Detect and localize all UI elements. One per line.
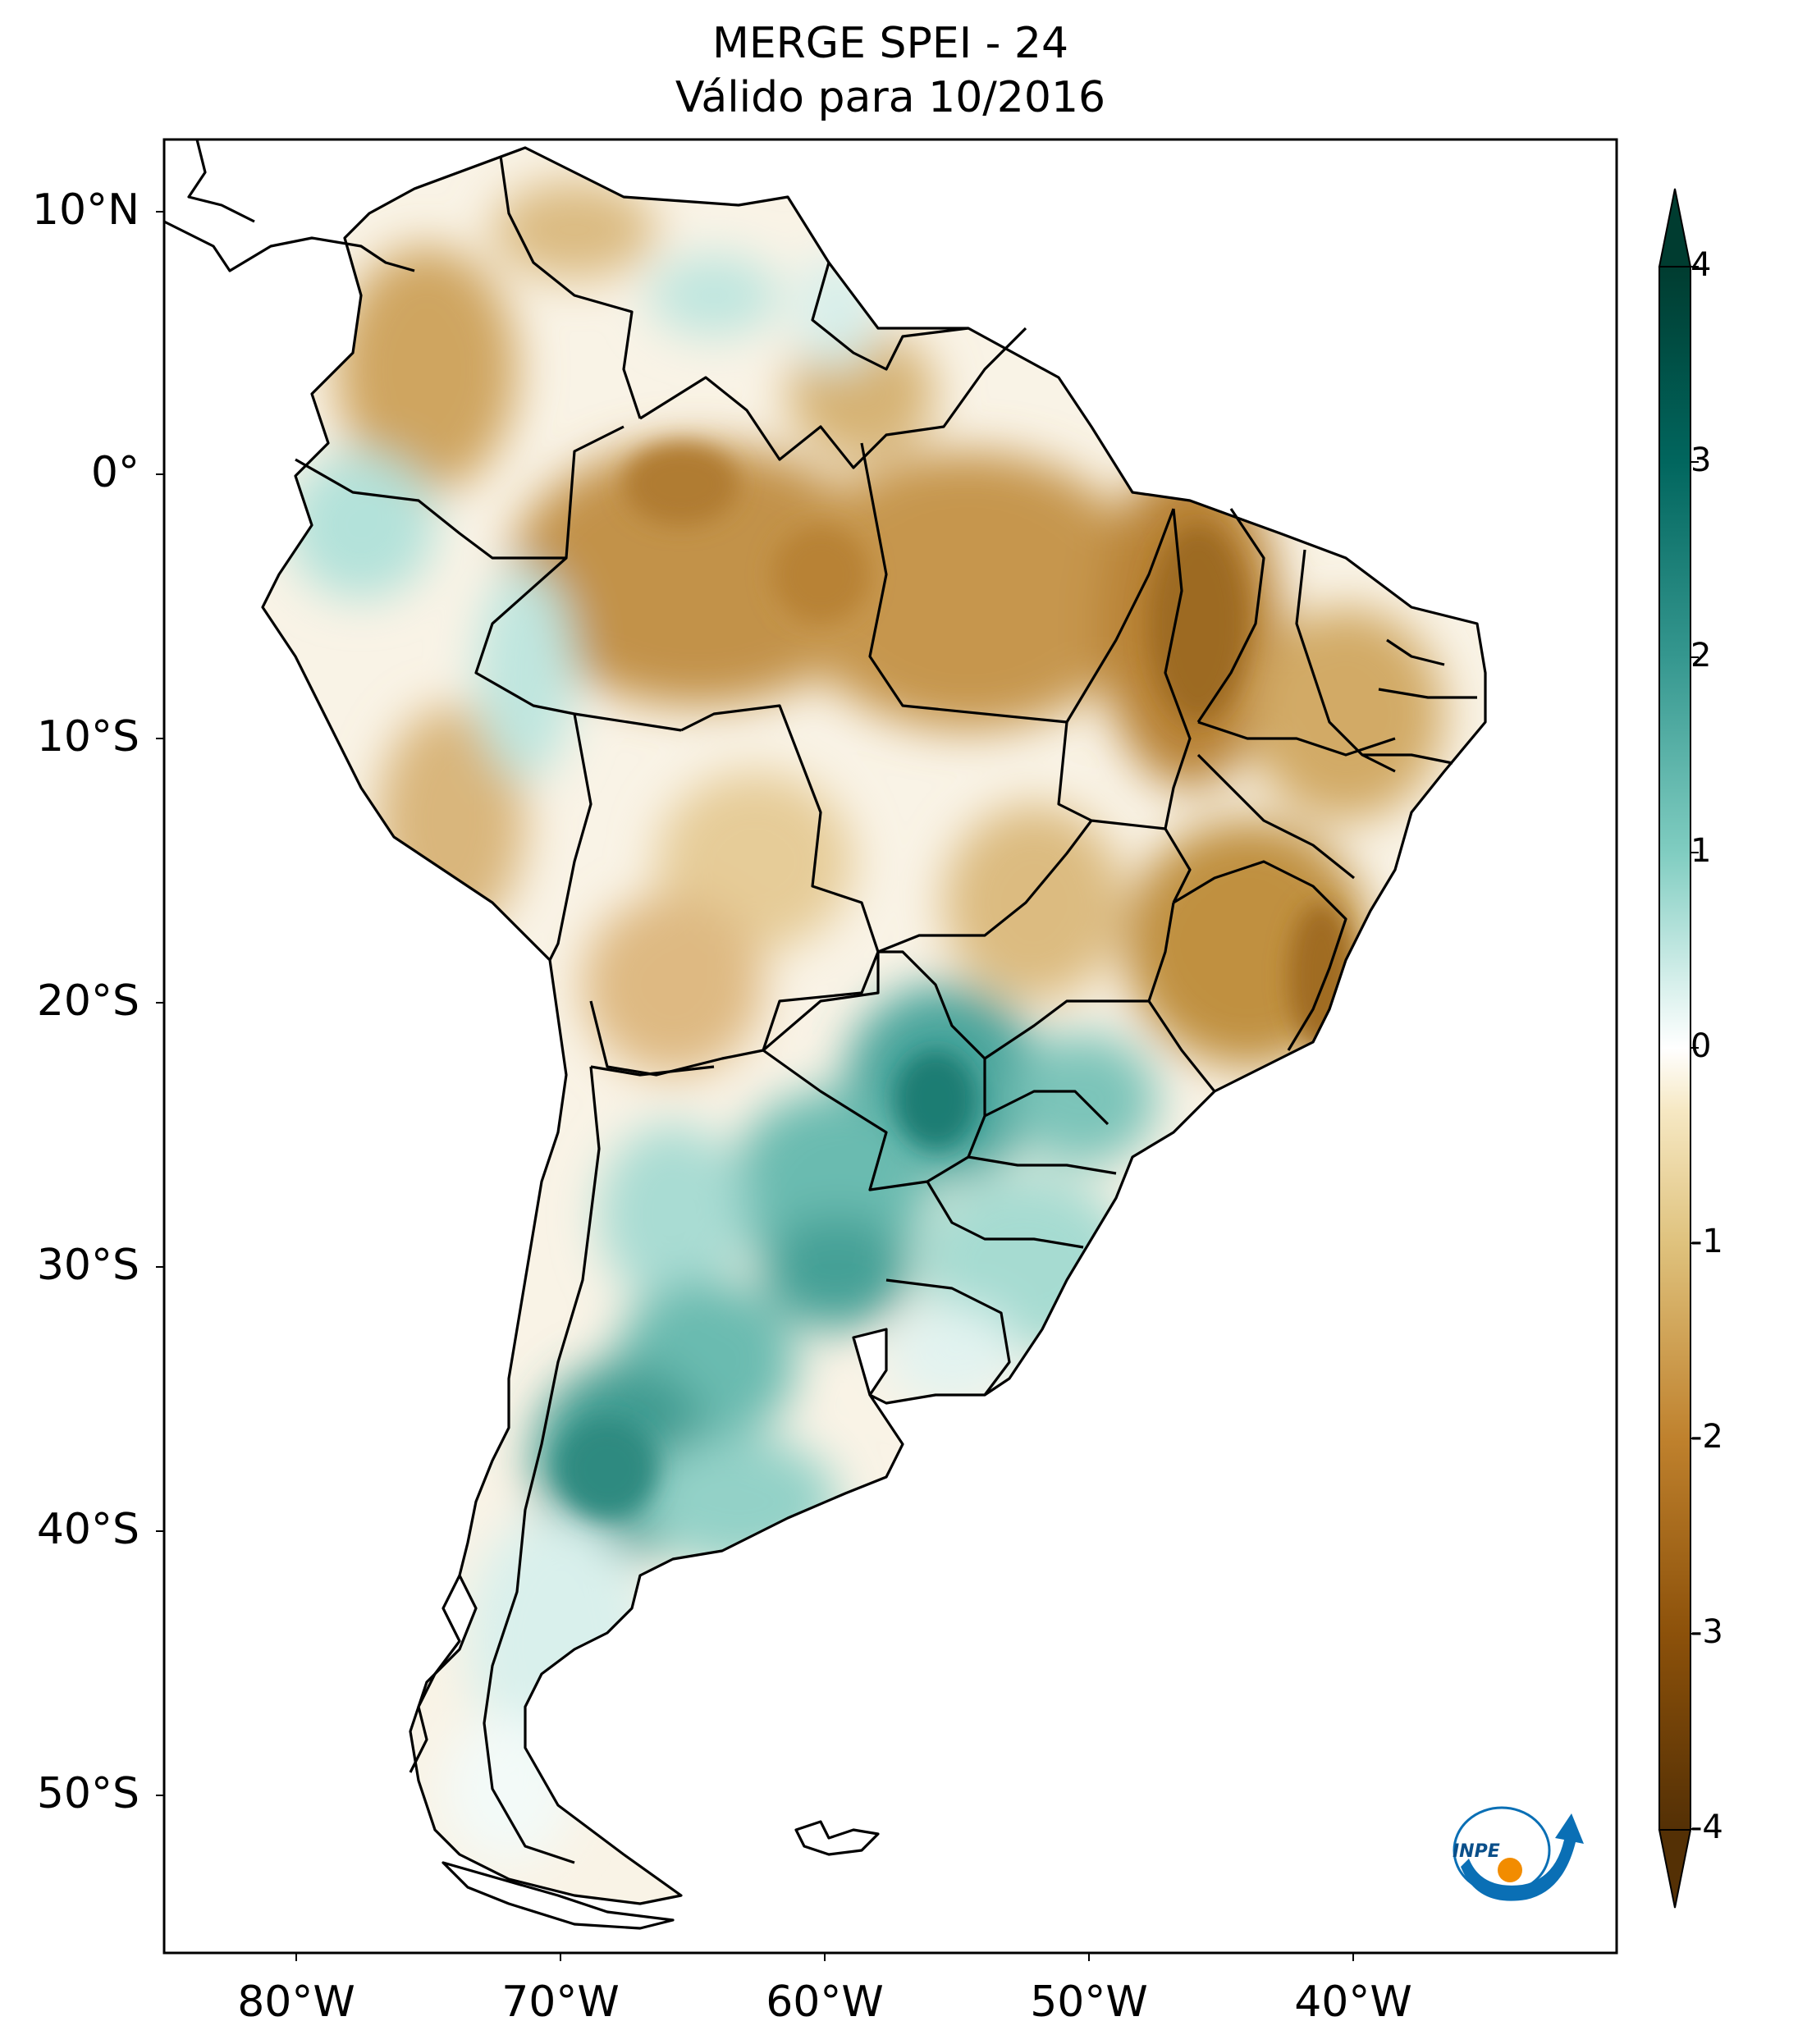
colorbar-tick-label: -2 — [1690, 1418, 1723, 1456]
inpe-logo-text: INPE — [1453, 1841, 1500, 1862]
lon-tick-label: 60°W — [766, 1978, 884, 2027]
colorbar-tick-label: -1 — [1690, 1223, 1723, 1260]
border-brazil-states-17 — [1386, 638, 1445, 666]
colorbar-tick-label: 4 — [1690, 246, 1712, 284]
border-brazil-states-6 — [1295, 549, 1396, 773]
border-chile-argentina — [483, 1066, 601, 1864]
lat-tick-label: 40°S — [36, 1505, 140, 1554]
border-brazil-states-14 — [968, 1155, 1117, 1175]
border-brazil-states-3 — [1057, 721, 1192, 903]
border-brazil-states-2 — [1065, 508, 1175, 723]
border-brazil-states-9 — [1173, 860, 1347, 1051]
border-colombia-venezuela — [499, 155, 642, 419]
colorbar-tick-label: -3 — [1690, 1613, 1723, 1651]
border-brazil-north — [639, 327, 1027, 469]
map-title-line2: Válido para 10/2016 — [675, 73, 1106, 122]
border-peru-brazil — [474, 556, 682, 732]
axis-ticks — [156, 211, 1354, 1961]
coastline — [261, 146, 1487, 1905]
border-brazil-states-7 — [1197, 720, 1396, 757]
border-guianas — [811, 262, 969, 371]
lon-tick-label: 70°W — [501, 1978, 620, 2027]
tierra-del-fuego — [441, 1861, 675, 1930]
border-brazil-states-10 — [877, 820, 1093, 953]
colorbar-body — [1658, 266, 1691, 1831]
border-uruguay — [885, 1278, 1011, 1396]
border-brazil-states-5 — [1196, 508, 1265, 723]
inpe-logo: INPE — [1453, 1806, 1584, 1901]
colorbar-tick-label: 3 — [1690, 441, 1712, 479]
lat-tick-label: 0° — [90, 448, 140, 497]
central-america-coast-2 — [187, 139, 255, 223]
colorbar-tick-label: 2 — [1690, 637, 1712, 674]
boundaries — [163, 139, 1487, 1930]
border-brazil-states-15 — [926, 1181, 1084, 1249]
border-brazil-states-18 — [1378, 688, 1477, 699]
colorbar — [1658, 188, 1699, 1909]
lon-tick-label: 40°W — [1294, 1978, 1412, 2027]
border-argentina-bolivia — [590, 1065, 715, 1077]
border-brazil-states-4 — [1164, 508, 1192, 830]
lat-tick-label: 30°S — [36, 1241, 140, 1290]
border-brazil-states-12 — [1147, 1000, 1216, 1092]
lon-tick-label: 80°W — [237, 1978, 355, 2027]
border-brazil-states-13 — [984, 1090, 1109, 1126]
colorbar-tick-label: -4 — [1690, 1809, 1723, 1846]
lat-tick-label: 10°N — [31, 185, 140, 235]
central-america-coast — [163, 220, 415, 272]
border-brazil-states-16 — [1362, 753, 1453, 765]
falkland-islands — [794, 1820, 880, 1856]
lat-tick-label: 10°S — [36, 712, 140, 761]
border-peru-bolivia-chile — [548, 713, 592, 961]
chile-islands — [409, 1575, 461, 1773]
border-brazil-states-11 — [984, 902, 1175, 1060]
lat-tick-label: 20°S — [36, 976, 140, 1026]
lon-tick-label: 50°W — [1030, 1978, 1148, 2027]
colorbar-tick-label: 0 — [1690, 1027, 1712, 1065]
border-brazil-states-1 — [860, 442, 1068, 724]
border-brazil-states-8 — [1196, 753, 1355, 880]
map-title-line1: MERGE SPEI - 24 — [711, 19, 1069, 68]
colorbar-tick-label: 1 — [1690, 832, 1712, 870]
border-colombia-ecuador-peru — [295, 425, 624, 560]
colorbar-extend-bottom — [1658, 1829, 1692, 1909]
colorbar-extend-top — [1658, 188, 1692, 268]
lat-tick-label: 50°S — [36, 1769, 140, 1818]
